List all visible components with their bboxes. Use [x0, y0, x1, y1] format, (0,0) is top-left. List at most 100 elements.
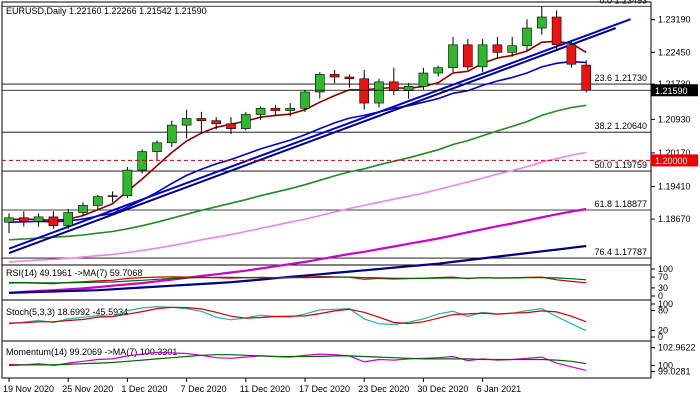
- candle-body: [448, 44, 458, 69]
- candle-body: [566, 44, 577, 65]
- indicator-tick-label: 70: [658, 272, 668, 282]
- candle-body: [285, 108, 296, 111]
- time-tick-label: 30 Dec 2020: [417, 384, 468, 394]
- candle-body: [152, 142, 162, 152]
- level-box-label: 1.20000: [655, 156, 688, 166]
- fib-level-label: 0.0 1.23493: [599, 0, 647, 5]
- candle-body: [181, 118, 192, 126]
- candle-body: [536, 16, 547, 29]
- candlesticks: [4, 6, 592, 234]
- time-tick-label: 25 Nov 2020: [62, 384, 113, 394]
- candle-body: [388, 81, 399, 91]
- price-axis: 1.23190 1.22450 1.21730 1.20930 1.20170 1.194…: [651, 15, 691, 224]
- time-axis: 19 Nov 2020 25 Nov 2020 1 Dec 2020 7 Dec 20…: [3, 378, 521, 394]
- candle-body: [581, 64, 592, 91]
- fibonacci-levels: 0.0 1.23493 23.6 1.21730 38.2 1.20640 50.0 …: [2, 0, 651, 259]
- price-tick-label: 1.20170: [658, 148, 691, 158]
- candle-body: [403, 85, 414, 91]
- trendline: [8, 27, 617, 255]
- time-tick-label: 7 Dec 2020: [181, 384, 227, 394]
- candle-body: [492, 44, 503, 53]
- indicator-tick-label: 100: [658, 299, 673, 309]
- price-level-markers: 1.20000 1.21590: [2, 84, 698, 167]
- price-tick-label: 1.21730: [658, 79, 691, 89]
- price-tick-label: 1.18670: [658, 214, 691, 224]
- fib-level-label: 61.8 1.18877: [594, 199, 647, 209]
- last-price-label: 1.21590: [655, 86, 688, 96]
- candle-body: [226, 123, 236, 129]
- candle-body: [433, 67, 444, 74]
- price-tick-label: 1.19410: [658, 181, 691, 191]
- candle-body: [314, 74, 325, 93]
- candle-body: [522, 27, 532, 46]
- moving-average-line: [8, 40, 587, 222]
- candle-body: [4, 217, 14, 223]
- candle-body: [300, 91, 310, 109]
- last-price-box: [651, 84, 698, 97]
- candle-body: [78, 205, 88, 213]
- time-tick-label: 23 Dec 2020: [358, 384, 409, 394]
- indicator-line: [8, 306, 587, 325]
- indicator-tick-label: 80: [658, 306, 668, 316]
- moving-average-line: [8, 104, 587, 241]
- plot-frame: [1, 1, 652, 379]
- fib-level-label: 38.2 1.20640: [594, 121, 647, 131]
- price-tick-label: 1.22450: [658, 47, 691, 57]
- indicator-tick-label: 20: [658, 325, 668, 335]
- candle-body: [241, 114, 251, 129]
- chart-header: EURUSD,Daily 1.22160 1.22266 1.21542 1.2…: [6, 6, 207, 16]
- moving-average-line: [8, 244, 587, 294]
- candle-body: [344, 76, 355, 80]
- level-box: [651, 154, 698, 167]
- candle-body: [359, 78, 370, 104]
- indicator-tick-label: 102.9622: [658, 343, 696, 353]
- trendlines: [8, 18, 631, 255]
- time-tick-label: 17 Dec 2020: [299, 384, 350, 394]
- fib-level-label: 23.6 1.21730: [594, 73, 647, 83]
- indicator-line: [8, 354, 587, 367]
- indicator-tick-label: 100: [658, 264, 673, 274]
- candle-body: [255, 108, 266, 115]
- candle-body: [63, 212, 74, 227]
- candle-body: [507, 45, 518, 53]
- candle-body: [33, 216, 44, 222]
- moving-average-line: [8, 151, 587, 263]
- indicator-tick-label: 30: [658, 283, 668, 293]
- momentum-label: Momentum(14) 99.2069 ->MA(7) 100.3301: [6, 347, 177, 357]
- price-tick-label: 1.23190: [658, 15, 691, 25]
- indicator-tick-label: 0: [658, 291, 663, 301]
- fib-level-label: 50.0 1.19759: [594, 160, 647, 170]
- indicator-tick-label: 100: [658, 361, 673, 371]
- moving-average-line: [8, 60, 587, 223]
- stoch-label: Stoch(5,3,3) 18.6992 -45.5934: [6, 307, 128, 317]
- moving-averages: [8, 40, 587, 294]
- candle-body: [374, 81, 384, 104]
- candle-body: [93, 196, 103, 206]
- candle-body: [329, 74, 340, 78]
- time-tick-label: 1 Dec 2020: [121, 384, 167, 394]
- time-tick-label: 19 Nov 2020: [3, 384, 54, 394]
- candle-body: [270, 108, 281, 111]
- candle-body: [462, 44, 473, 68]
- candle-body: [418, 72, 429, 87]
- fib-level-label: 76.4 1.17787: [594, 247, 647, 257]
- indicator-line: [9, 276, 587, 284]
- candle-body: [18, 217, 29, 222]
- rsi-label: RSI(14) 49.1961 ->MA(7) 59.7068: [6, 268, 142, 278]
- candle-body: [551, 16, 562, 46]
- candle-body: [477, 44, 488, 68]
- candle-body: [211, 120, 221, 125]
- time-tick-label: 11 Dec 2020: [240, 384, 290, 394]
- time-tick-label: 6 Jan 2021: [477, 384, 522, 394]
- indicator-tick-label: 0: [658, 332, 663, 342]
- moving-average-line: [8, 207, 587, 294]
- trendline: [8, 18, 631, 250]
- candle-body: [196, 118, 207, 122]
- candle-body: [122, 169, 133, 197]
- candle-body: [48, 216, 59, 227]
- indicator-tick-label: 99.0281: [658, 366, 691, 376]
- candle-body: [107, 195, 118, 198]
- candle-body: [167, 124, 177, 144]
